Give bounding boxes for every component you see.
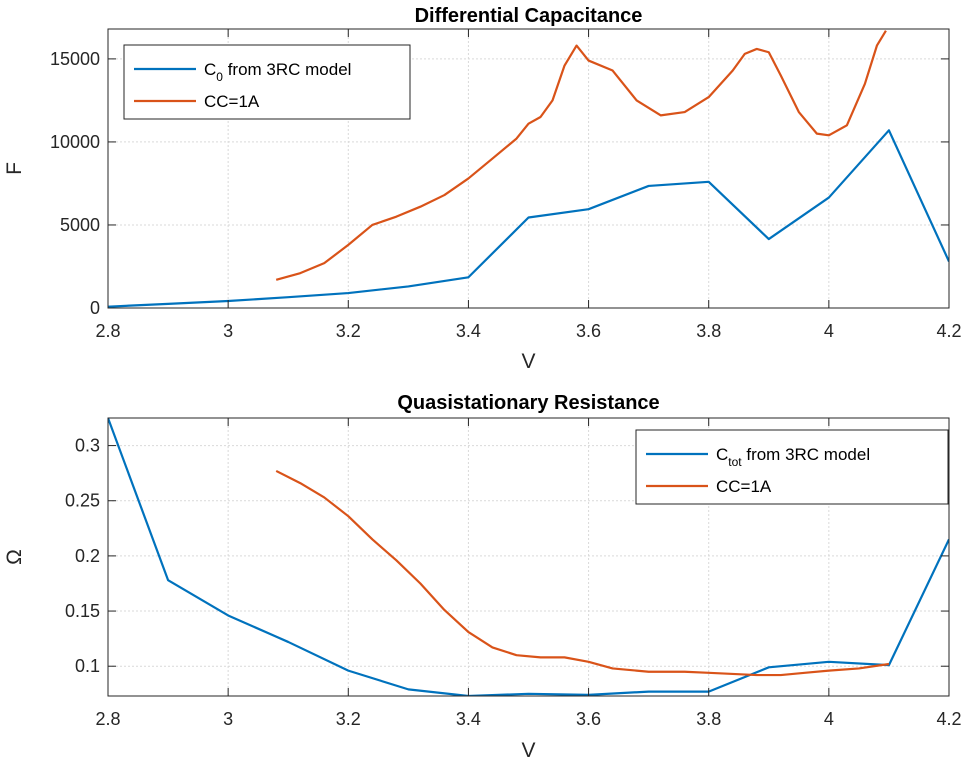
x-tick-label: 3.2: [336, 709, 361, 729]
legend-box: [123, 44, 411, 120]
x-tick-label: 3.8: [696, 321, 721, 341]
x-tick-label: 2.8: [95, 321, 120, 341]
x-tick-label: 4.2: [936, 709, 961, 729]
chart-1: 2.8 3 3.2 3.4 3.6 3.8 4 4.2 0.1 0.15 0.2 0.25 0.3 Qua…: [3, 392, 962, 762]
series-line-1: [275, 469, 890, 677]
series-group: [108, 418, 949, 696]
series-group: [108, 30, 949, 308]
x-tick-label: 4.2: [936, 321, 961, 341]
series-line-0: [108, 418, 949, 696]
legend-label-1: CC=1A: [716, 477, 772, 496]
x-tick-label: 3: [223, 321, 233, 341]
x-tick-label: 3: [223, 709, 233, 729]
x-axis-label: V: [521, 739, 535, 762]
chart-0: 2.8 3 3.2 3.4 3.6 3.8 4 4.2 0 5000 10000 15000 Diffe…: [3, 5, 962, 373]
legend-label-0: C0 from 3RC model: [204, 60, 351, 84]
y-axis-label: Ω: [3, 549, 26, 565]
y-tick-label: 0: [90, 298, 100, 318]
x-tick-label: 3.6: [576, 321, 601, 341]
legend-label-0: Ctot from 3RC model: [716, 445, 870, 469]
series-line-1: [275, 30, 887, 281]
y-tick-label: 0.2: [75, 546, 100, 566]
x-tick-label: 4: [824, 321, 834, 341]
x-tick-label: 2.8: [95, 709, 120, 729]
x-axis-label: V: [521, 350, 535, 373]
y-tick-label: 0.1: [75, 656, 100, 676]
axes-frame: [107, 28, 950, 309]
y-axis-label: F: [3, 162, 26, 175]
x-tick-label: 3.4: [456, 709, 481, 729]
y-tick-label: 5000: [60, 215, 100, 235]
chart-title: Quasistationary Resistance: [397, 392, 659, 414]
y-tick-label: 10000: [50, 132, 100, 152]
x-tick-label: 3.8: [696, 709, 721, 729]
legend-label-1: CC=1A: [204, 92, 260, 111]
y-tick-label: 0.3: [75, 436, 100, 456]
x-tick-label: 3.4: [456, 321, 481, 341]
x-tick-label: 3.2: [336, 321, 361, 341]
y-tick-label: 0.15: [65, 601, 100, 621]
axes-frame: [107, 417, 950, 697]
y-tick-label: 0.25: [65, 491, 100, 511]
chart-title: Differential Capacitance: [415, 5, 643, 27]
series-line-0: [108, 129, 949, 308]
legend: Ctot from 3RC model CC=1A: [635, 429, 949, 505]
x-tick-label: 3.6: [576, 709, 601, 729]
legend: C0 from 3RC model CC=1A: [123, 44, 411, 120]
legend-box: [635, 429, 949, 505]
y-tick-label: 15000: [50, 49, 100, 69]
x-tick-label: 4: [824, 709, 834, 729]
